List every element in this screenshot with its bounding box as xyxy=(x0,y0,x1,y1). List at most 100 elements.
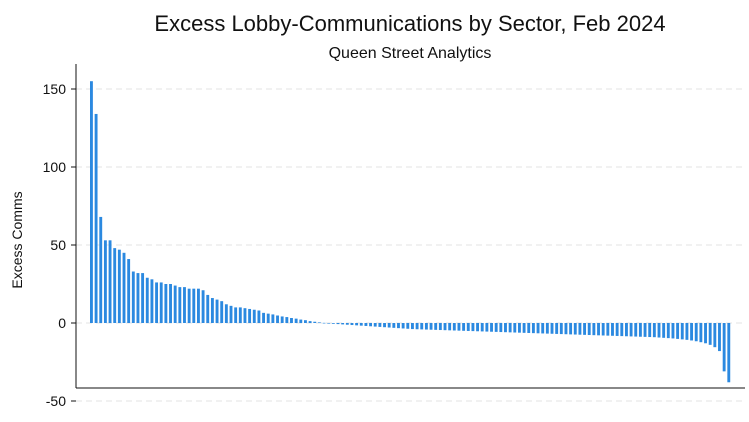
bar xyxy=(383,323,386,328)
bar xyxy=(541,323,545,334)
bar xyxy=(262,312,266,323)
bar xyxy=(150,279,154,323)
y-tick-label: 100 xyxy=(43,159,67,175)
bar xyxy=(141,273,145,323)
bar xyxy=(169,284,172,323)
bar xyxy=(341,323,345,325)
bar xyxy=(676,323,680,339)
bar xyxy=(183,287,186,323)
bar xyxy=(713,323,717,348)
bar xyxy=(159,282,163,323)
bar xyxy=(625,323,628,337)
bar xyxy=(587,323,591,336)
bar xyxy=(401,323,405,329)
bar xyxy=(94,113,98,324)
bar xyxy=(480,323,484,332)
bar xyxy=(657,323,661,338)
bar xyxy=(531,323,535,334)
bar xyxy=(313,321,317,323)
bar xyxy=(666,323,670,339)
bar xyxy=(471,323,475,332)
bar xyxy=(438,323,442,331)
y-tick-label: 150 xyxy=(43,81,67,97)
bar xyxy=(271,314,275,323)
bar xyxy=(545,323,549,334)
bar xyxy=(397,323,400,329)
bar xyxy=(680,323,684,340)
bar xyxy=(392,323,396,328)
bar xyxy=(569,323,573,335)
bar xyxy=(559,323,563,335)
bar xyxy=(238,307,242,323)
bar xyxy=(266,313,270,323)
bar xyxy=(727,323,731,383)
bar xyxy=(620,323,624,337)
bar xyxy=(350,323,354,326)
bar xyxy=(406,323,410,329)
bar xyxy=(322,322,326,324)
bar xyxy=(536,323,540,334)
bar xyxy=(252,309,256,323)
bar xyxy=(638,323,642,337)
bar xyxy=(490,323,493,332)
bar xyxy=(494,323,498,332)
bar xyxy=(136,273,140,323)
chart-subtitle: Queen Street Analytics xyxy=(328,45,492,62)
bar xyxy=(434,323,438,330)
bar xyxy=(299,319,303,323)
bar xyxy=(722,323,726,372)
bar xyxy=(662,323,666,338)
bar xyxy=(597,323,600,336)
bar xyxy=(518,323,521,333)
axes xyxy=(75,64,745,389)
bar xyxy=(476,323,480,332)
bar xyxy=(699,323,703,343)
bar xyxy=(131,271,135,323)
bar xyxy=(276,315,279,323)
bar xyxy=(127,259,131,323)
bar xyxy=(527,323,531,333)
y-tick-label: 0 xyxy=(58,315,66,331)
bar xyxy=(206,294,210,323)
bar xyxy=(285,317,289,323)
bar xyxy=(201,290,205,323)
bar xyxy=(113,248,117,323)
bar xyxy=(345,323,349,325)
bar xyxy=(504,323,507,333)
bar xyxy=(229,305,233,323)
bar xyxy=(192,288,196,323)
bar xyxy=(420,323,424,330)
bar xyxy=(629,323,633,337)
y-axis-label: Excess Comms xyxy=(9,191,25,288)
bar xyxy=(485,323,489,332)
bar xyxy=(234,307,238,323)
bar xyxy=(355,323,359,326)
bar xyxy=(499,323,503,333)
bar xyxy=(415,323,419,330)
bar xyxy=(304,320,307,323)
bar xyxy=(224,304,228,323)
bar xyxy=(583,323,587,335)
bar xyxy=(317,322,321,323)
bar xyxy=(513,323,517,333)
bar xyxy=(103,240,107,323)
bar xyxy=(331,323,335,324)
bar xyxy=(294,318,298,323)
bar xyxy=(452,323,456,331)
bar xyxy=(411,323,414,330)
bar xyxy=(508,323,512,333)
bar xyxy=(462,323,466,331)
bar xyxy=(336,323,340,325)
bar xyxy=(378,323,382,327)
bar xyxy=(187,288,191,323)
gridlines xyxy=(76,88,745,402)
chart-title: Excess Lobby-Communications by Sector, F… xyxy=(154,11,666,36)
bar xyxy=(615,323,619,336)
bar xyxy=(290,318,293,323)
bar xyxy=(448,323,452,331)
bar xyxy=(280,316,284,323)
bar xyxy=(555,323,559,334)
bar xyxy=(99,216,103,323)
bar xyxy=(424,323,428,330)
